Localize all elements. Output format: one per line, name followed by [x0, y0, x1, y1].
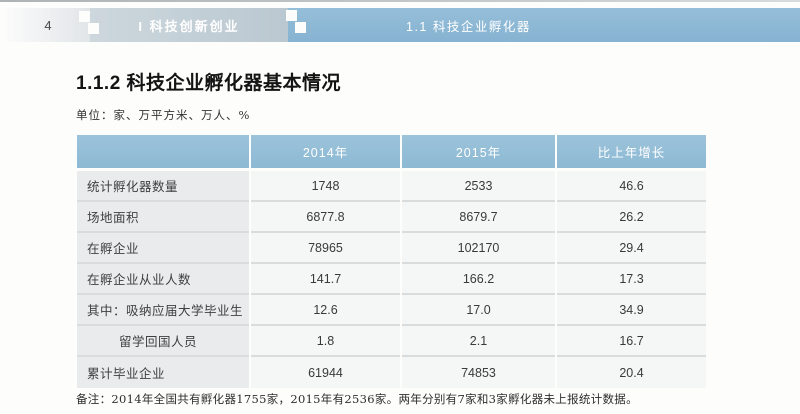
cell-2015: 17.0 [402, 295, 555, 326]
cell-growth: 17.3 [557, 264, 706, 295]
row-label: 累计毕业企业 [77, 357, 249, 388]
cell-2014: 1.8 [251, 326, 400, 357]
cell-2014: 61944 [251, 357, 400, 388]
cell-2014: 12.6 [251, 295, 400, 326]
header-cell-2014: 2014年 [251, 135, 400, 168]
cell-2015: 74853 [402, 357, 555, 388]
section-tab: 1.1 科技企业孵化器 [288, 8, 800, 42]
cell-2014: 141.7 [251, 264, 400, 295]
row-label: 在孵企业 [77, 233, 249, 264]
cell-2014: 78965 [251, 233, 400, 264]
table-header-row: 2014年 2015年 比上年增长 [77, 135, 706, 168]
header-cell-2015: 2015年 [402, 135, 555, 168]
row-label: 统计孵化器数量 [77, 171, 249, 202]
cell-2015: 8679.7 [402, 202, 555, 233]
cell-2015: 2533 [402, 171, 555, 202]
cell-2015: 166.2 [402, 264, 555, 295]
cell-2014: 6877.8 [251, 202, 400, 233]
stair-notch [286, 10, 297, 21]
cell-growth: 26.2 [557, 202, 706, 233]
stair-notch [79, 11, 90, 22]
scan-edge-line [0, 0, 800, 2]
cell-growth: 29.4 [557, 233, 706, 264]
stair-notch [88, 23, 99, 34]
cell-growth: 34.9 [557, 295, 706, 326]
header-cell-growth: 比上年增长 [557, 135, 706, 168]
page-title: 1.1.2 科技企业孵化器基本情况 [76, 73, 342, 94]
row-label: 在孵企业从业人数 [77, 264, 249, 295]
chapter-label: I 科技创新创业 [138, 18, 240, 34]
incubator-stats-table: 2014年 2015年 比上年增长 统计孵化器数量 1748 2533 46.6… [77, 135, 706, 388]
page-number-tab: 4 [6, 8, 90, 42]
cell-growth: 46.6 [557, 171, 706, 202]
stair-notch [295, 22, 306, 33]
footnote: 备注：2014年全国共有孵化器1755家，2015年有2536家。两年分别有7家… [76, 392, 638, 406]
table-body: 统计孵化器数量 1748 2533 46.6 场地面积 6877.8 8679.… [77, 171, 706, 388]
cell-2015: 102170 [402, 233, 555, 264]
row-label: 场地面积 [77, 202, 249, 233]
cell-growth: 20.4 [557, 357, 706, 388]
cell-2014: 1748 [251, 171, 400, 202]
page-number: 4 [44, 17, 52, 33]
section-label: 1.1 科技企业孵化器 [406, 19, 531, 34]
row-label: 其中：吸纳应届大学毕业生 [77, 295, 249, 326]
row-label: 留学回国人员 [77, 326, 249, 357]
chapter-tab: I 科技创新创业 [90, 8, 288, 42]
cell-growth: 16.7 [557, 326, 706, 357]
unit-note: 单位：家、万平方米、万人、% [76, 108, 251, 122]
cell-2015: 2.1 [402, 326, 555, 357]
header-cell-blank [77, 135, 249, 168]
